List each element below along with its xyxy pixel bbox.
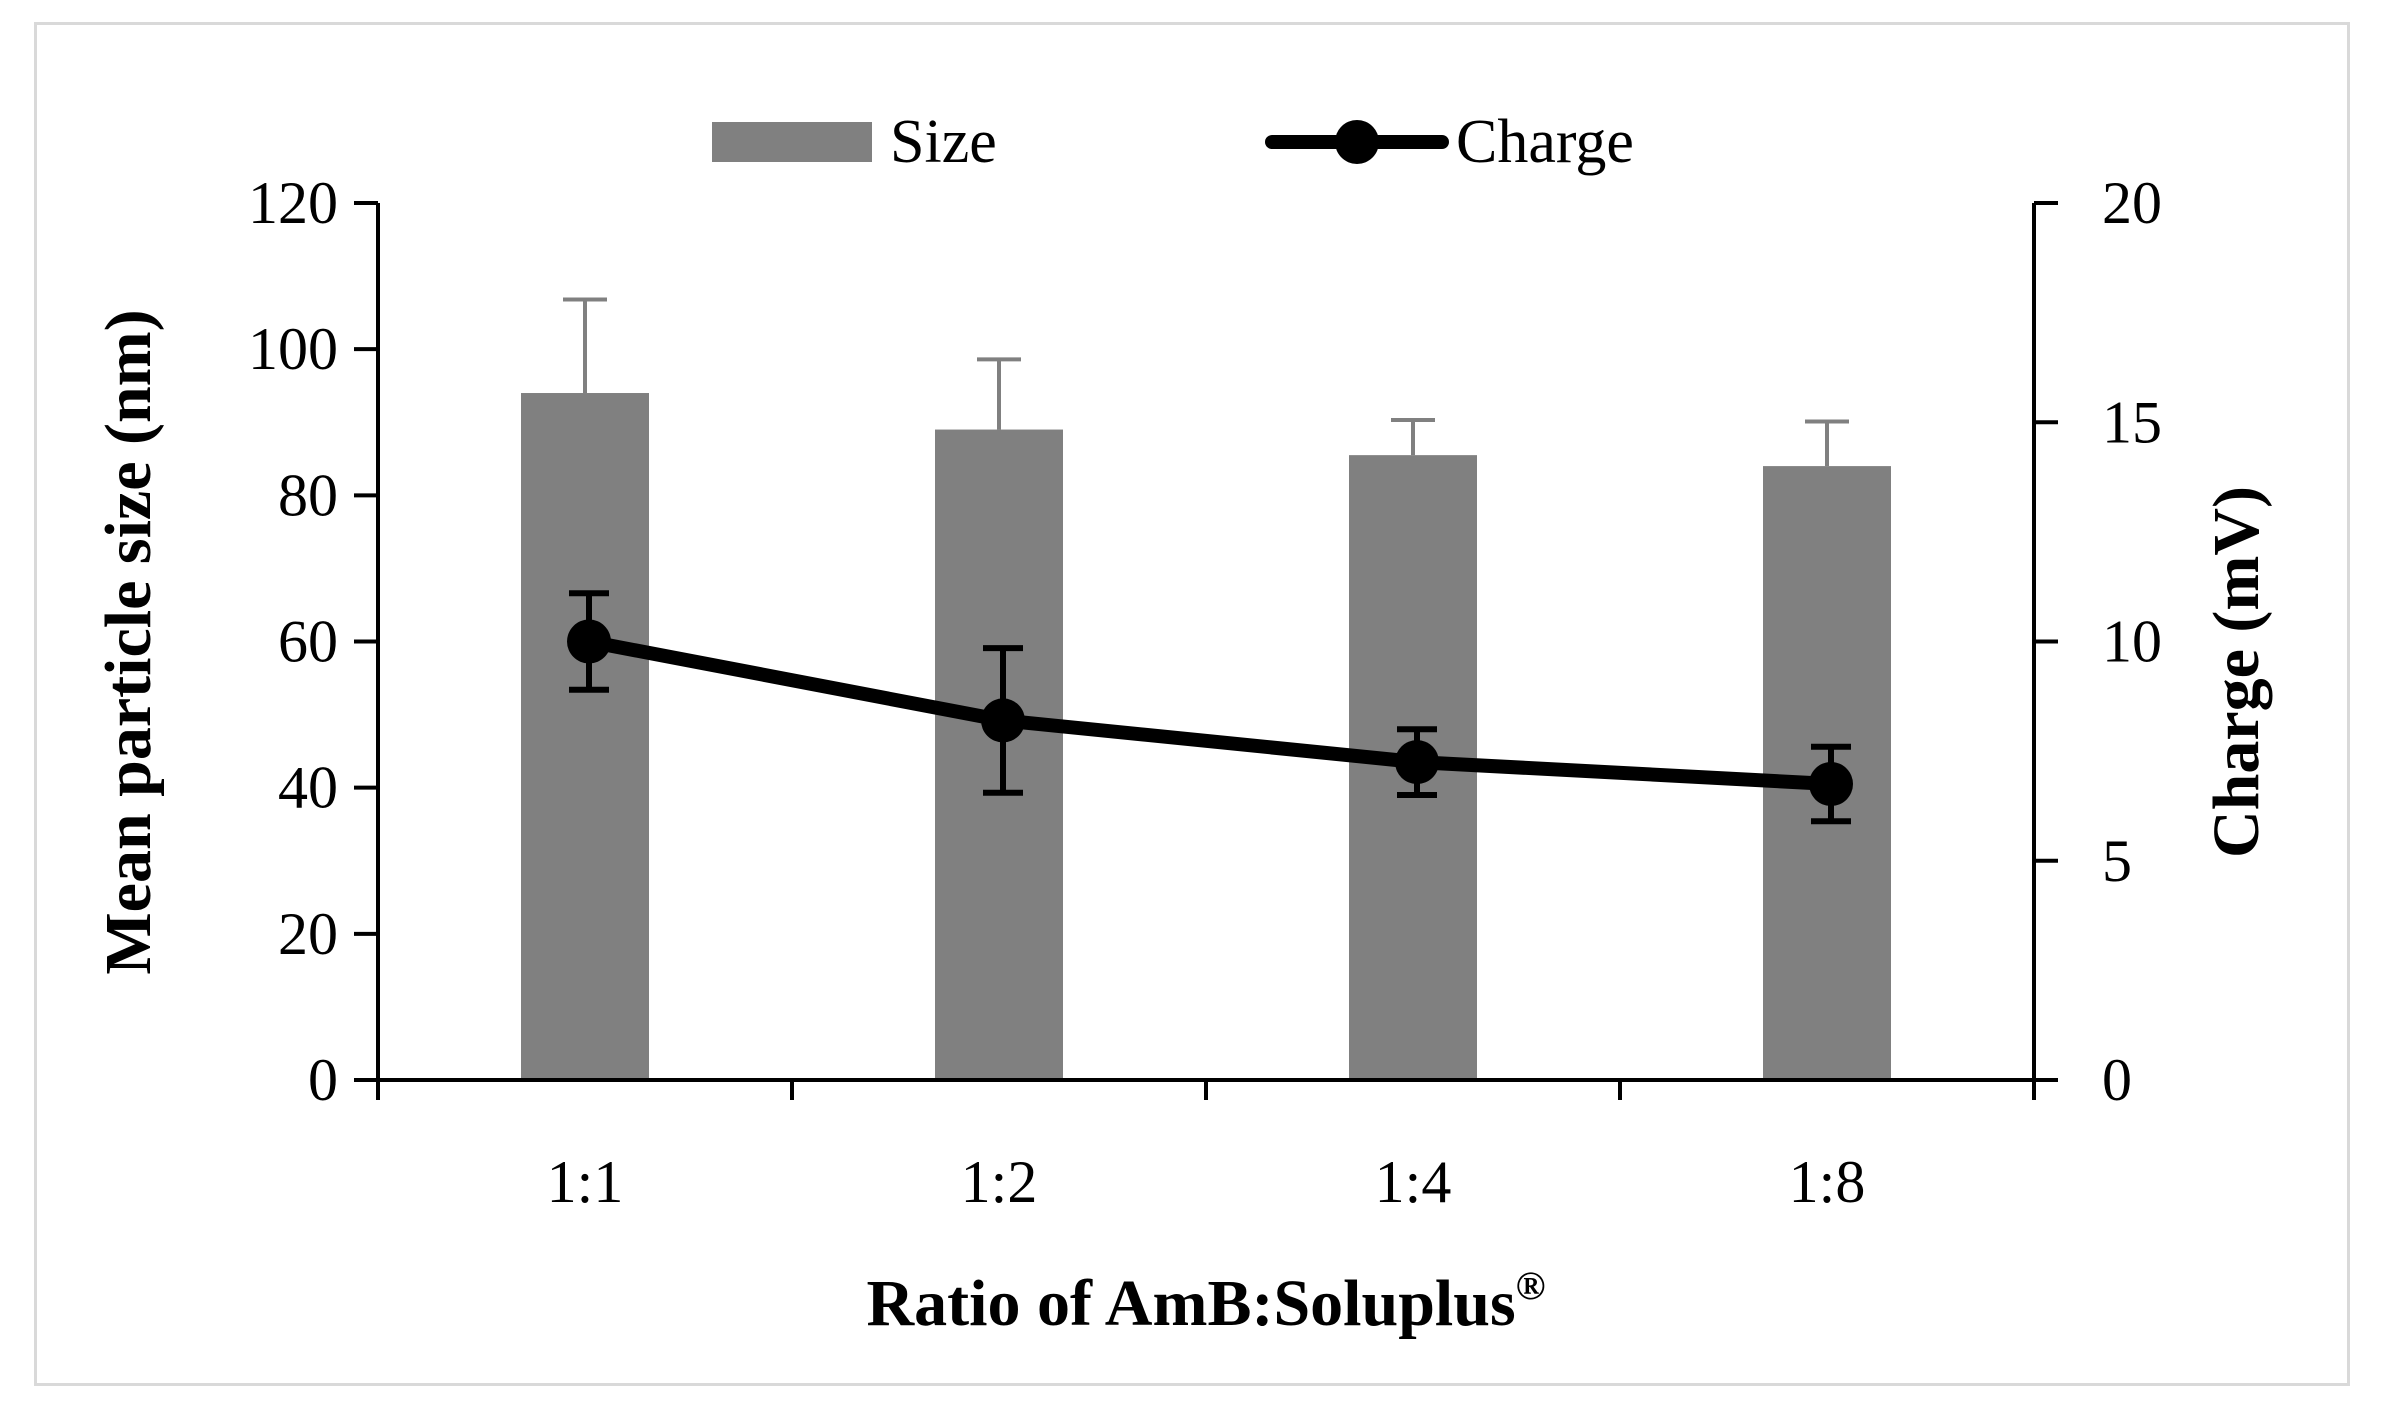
left-tick-label: 100 <box>248 316 338 382</box>
chart-frame <box>34 22 2350 1386</box>
legend-size-label: Size <box>890 108 997 176</box>
x-tick-label: 1:8 <box>1789 1149 1866 1215</box>
x-axis-title: Ratio of AmB:Soluplus® <box>866 1263 1545 1340</box>
left-tick-label: 60 <box>278 609 338 675</box>
charge-point <box>1395 740 1439 785</box>
right-tick-label: 5 <box>2102 828 2132 894</box>
charge-point <box>567 619 611 664</box>
x-axis-title-text: Ratio of AmB:Soluplus <box>866 1267 1515 1340</box>
charge-line <box>587 634 1832 792</box>
right-tick-label: 15 <box>2102 389 2162 455</box>
right-tick-label: 0 <box>2102 1047 2132 1113</box>
size-bar <box>521 393 649 1080</box>
left-y-ticks: 0 20 40 60 80 100 120 <box>248 170 378 1113</box>
legend: Size Charge <box>712 108 1634 176</box>
left-y-axis-title: Mean particle size (nm) <box>92 309 165 974</box>
right-tick-label: 20 <box>2102 170 2162 236</box>
right-tick-label: 10 <box>2102 609 2162 675</box>
charge-point <box>981 698 1025 743</box>
left-tick-label: 20 <box>278 901 338 967</box>
x-axis-title-superscript: ® <box>1516 1263 1546 1308</box>
size-error-bars <box>563 297 1849 467</box>
left-tick-label: 120 <box>248 170 338 236</box>
x-ticks: 1:1 1:2 1:4 1:8 <box>376 1080 2036 1215</box>
x-tick-label: 1:2 <box>961 1149 1038 1215</box>
x-tick-label: 1:4 <box>1375 1149 1452 1215</box>
left-tick-label: 0 <box>308 1047 338 1113</box>
legend-charge-label: Charge <box>1456 108 1634 176</box>
charge-series <box>567 590 1853 825</box>
charge-point <box>1809 762 1853 807</box>
right-y-axis-title: Charge (mV) <box>2200 486 2273 858</box>
legend-charge-marker <box>1335 120 1379 164</box>
legend-size-swatch <box>712 122 872 162</box>
right-y-ticks: 0 5 10 15 20 <box>2034 170 2162 1113</box>
left-tick-label: 40 <box>278 755 338 821</box>
x-tick-label: 1:1 <box>547 1149 624 1215</box>
left-tick-label: 80 <box>278 462 338 528</box>
size-bar <box>935 429 1063 1080</box>
